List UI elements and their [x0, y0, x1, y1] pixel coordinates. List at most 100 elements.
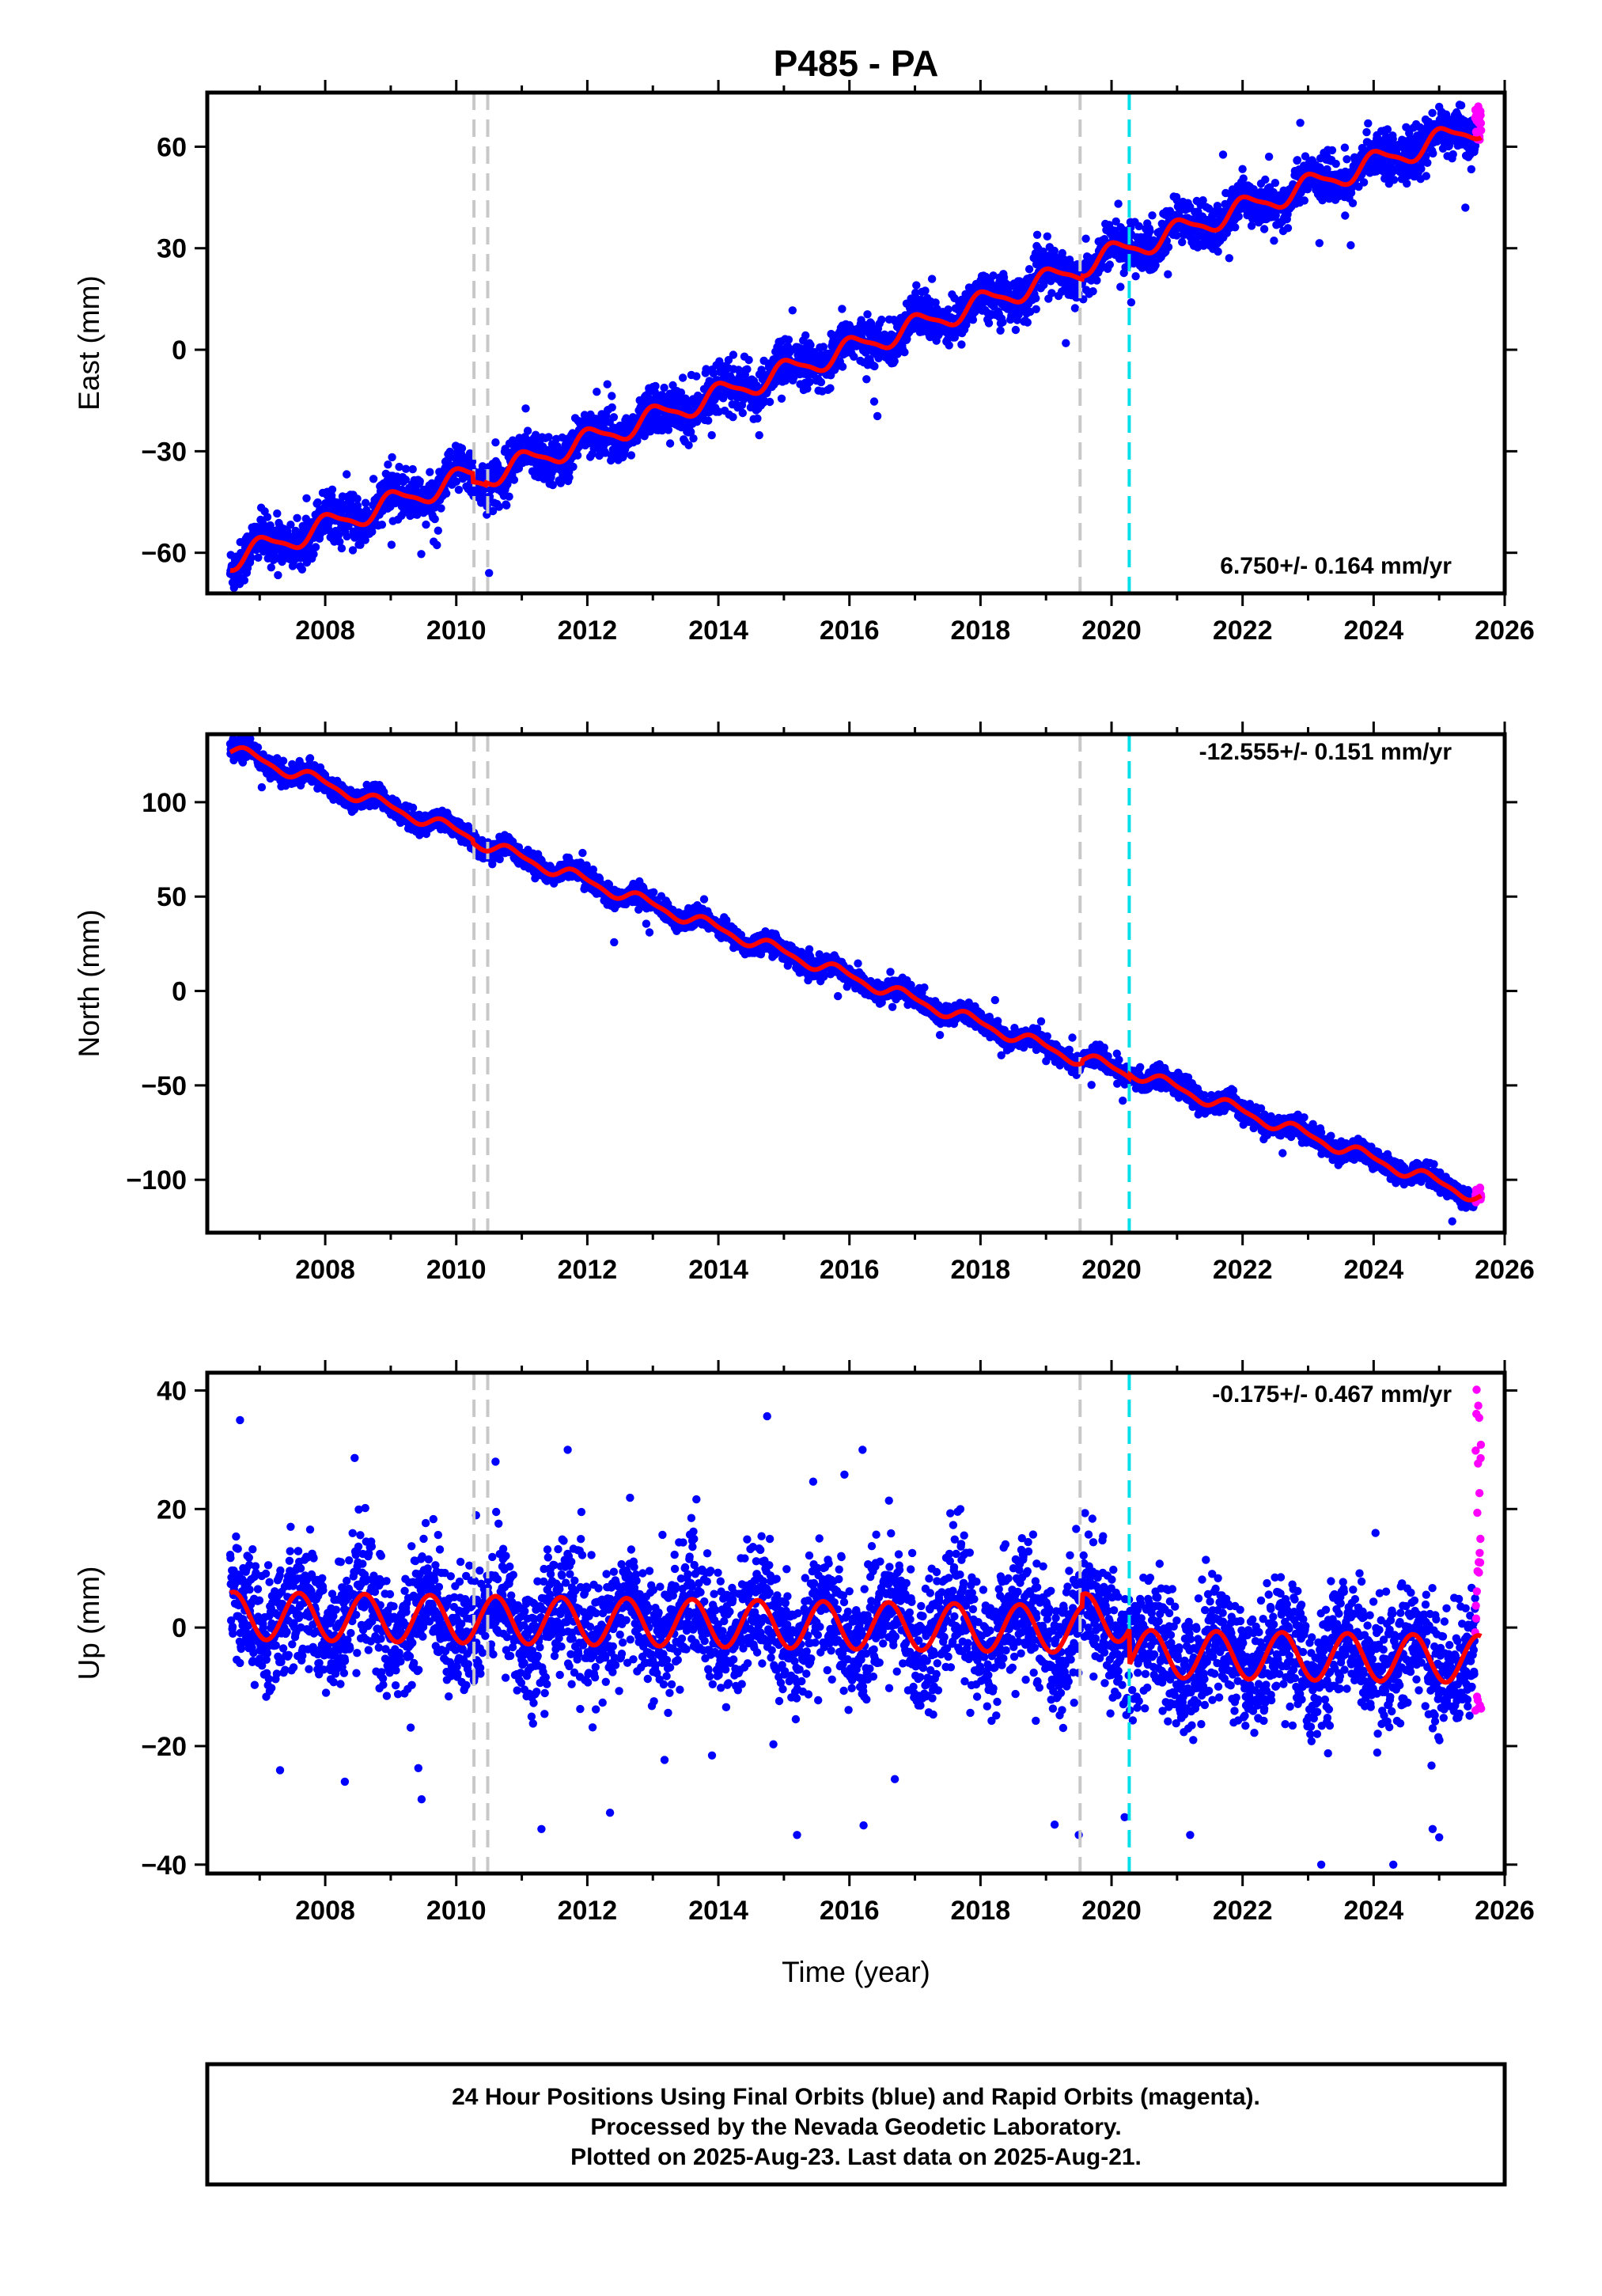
data-point: [664, 426, 673, 434]
data-point: [1116, 282, 1125, 291]
outlier-point: [1127, 298, 1136, 307]
data-point: [1296, 119, 1305, 127]
data-point: [253, 743, 263, 752]
data-point: [254, 553, 263, 562]
data-point: [384, 460, 392, 469]
data-point: [274, 570, 282, 580]
data-point: [457, 444, 467, 453]
data-point: [348, 546, 358, 555]
data-point: [873, 411, 882, 421]
data-point: [334, 531, 343, 540]
data-point: [692, 372, 701, 381]
data-point: [684, 441, 693, 449]
data-point: [1467, 165, 1476, 174]
data-point: [302, 494, 311, 502]
data-point: [1043, 232, 1052, 241]
data-point: [729, 350, 738, 359]
data-point: [523, 426, 532, 435]
data-point: [945, 341, 953, 350]
data-point: [494, 502, 504, 511]
data-point: [1300, 196, 1309, 205]
data-point: [838, 362, 847, 371]
data-point: [1283, 224, 1293, 233]
data-point: [1359, 178, 1369, 187]
rate-annotation: 6.750+/- 0.164 mm/yr: [1220, 553, 1452, 579]
data-point: [984, 319, 994, 328]
data-point: [361, 536, 369, 544]
data-point: [996, 326, 1005, 335]
data-point: [1164, 270, 1172, 278]
data-point: [1218, 150, 1228, 159]
data-point: [1422, 172, 1431, 180]
data-point: [1389, 176, 1399, 184]
data-point: [434, 526, 442, 535]
data-point: [900, 348, 909, 357]
data-point: [1070, 304, 1080, 313]
data-point: [1214, 247, 1222, 256]
data-point: [1024, 265, 1034, 274]
data-point: [1423, 158, 1432, 167]
data-point: [1032, 294, 1040, 303]
data-point: [784, 335, 793, 344]
data-point: [297, 565, 307, 574]
data-point: [738, 408, 747, 418]
data-point: [1341, 211, 1350, 220]
data-point: [704, 416, 713, 425]
data-point: [417, 550, 426, 559]
data-point: [1428, 108, 1437, 117]
data-point: [369, 475, 378, 483]
outlier-point: [1461, 203, 1470, 212]
data-point: [521, 404, 530, 413]
plot-area: [225, 734, 1486, 1233]
data-point: [921, 286, 930, 295]
data-point: [862, 375, 871, 384]
data-point: [294, 654, 302, 661]
data-point: [401, 475, 410, 484]
data-point: [603, 380, 612, 388]
y-tick-label: 60: [157, 132, 187, 162]
data-point: [257, 782, 267, 792]
data-point: [651, 381, 660, 391]
data-point: [311, 543, 320, 551]
data-point: [1089, 287, 1097, 296]
data-point: [707, 430, 716, 440]
data-point: [1362, 127, 1371, 137]
data-point: [927, 275, 937, 283]
data-point: [387, 540, 396, 549]
data-point: [801, 331, 810, 340]
rapid-point: [1476, 111, 1485, 119]
data-point: [912, 281, 921, 290]
data-point: [1164, 243, 1173, 252]
data-point: [293, 513, 301, 522]
data-point: [1011, 325, 1021, 335]
data-point: [531, 430, 540, 439]
data-point: [646, 425, 655, 434]
data-point: [869, 397, 879, 406]
data-point: [1327, 146, 1337, 155]
data-point: [806, 340, 815, 350]
data-point: [1346, 241, 1355, 250]
data-point: [502, 501, 511, 510]
data-point: [1315, 239, 1324, 248]
data-point: [1234, 212, 1243, 221]
data-point: [689, 434, 698, 443]
data-point: [838, 305, 846, 313]
data-point: [1178, 237, 1187, 247]
data-point: [1270, 237, 1278, 245]
data-point: [863, 310, 872, 319]
rapid-point: [1476, 119, 1486, 127]
x-tick-label: 2020: [1081, 616, 1142, 646]
data-point: [401, 464, 411, 473]
data-point: [609, 413, 619, 422]
final-orbit-points: [225, 100, 1480, 661]
data-point: [548, 480, 557, 490]
data-point: [377, 521, 387, 529]
data-point: [777, 394, 786, 403]
data-point: [1340, 143, 1350, 152]
data-point: [353, 501, 362, 510]
data-point: [743, 365, 752, 373]
data-point: [395, 462, 403, 472]
data-point: [608, 392, 616, 400]
data-point: [454, 485, 464, 494]
data-point: [1146, 226, 1154, 236]
